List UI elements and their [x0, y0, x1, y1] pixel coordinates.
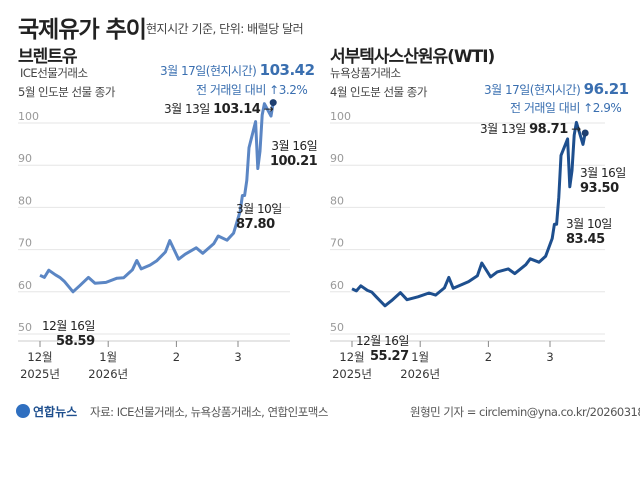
wti-ytick-label: 50 — [330, 321, 344, 334]
wti-title: 서부텍사스산원유(WTI) — [330, 47, 495, 67]
brent-mar13: 3월 13일 103.14 → — [164, 102, 274, 117]
wti-price-line — [351, 120, 587, 308]
wti-ytick-label: 80 — [330, 194, 344, 207]
brent-xtick-label: 2 — [173, 350, 180, 364]
wti-xtick-year: 2025년 — [332, 367, 372, 381]
brent-ytick-label: 70 — [18, 237, 32, 250]
brent-ytick-label: 60 — [18, 279, 32, 292]
brent-ytick-label: 90 — [18, 152, 32, 165]
brent-xtick-year: 2026년 — [88, 367, 128, 381]
brent-xtick-label: 12월 — [27, 350, 52, 364]
brent-xtick-year: 2025년 — [20, 367, 60, 381]
wti-dec16: 12월 16일 55.27 — [356, 334, 409, 364]
wti-ytick-label: 60 — [330, 279, 344, 292]
wti-xtick-year: 2026년 — [400, 367, 440, 381]
brent-exchange: ICE선물거래소 — [20, 66, 88, 80]
brent-change: 전 거래일 대비 ↑3.2% — [196, 83, 308, 97]
brent-xtick-label: 3 — [234, 350, 241, 364]
wti-latest-label: 3월 17일(현지시간) 96.21 — [484, 80, 629, 98]
brent-ytick-label: 100 — [18, 110, 39, 123]
brent-contract: 5월 인도분 선물 종가 — [18, 85, 115, 99]
wti-xtick-label: 1월 — [411, 350, 429, 364]
brent-dec16: 12월 16일 58.59 — [42, 319, 95, 349]
brent-title: 브렌트유 — [18, 47, 78, 67]
brent-price-line — [39, 102, 275, 294]
wti-latest-point — [581, 129, 589, 137]
footer-logo: 연합뉴스 — [33, 405, 78, 419]
wti-mar10: 3월 10일 83.45 — [566, 217, 612, 247]
footer-credit: 원형민 기자 = circlemin@yna.co.kr/20260318 — [410, 405, 640, 419]
wti-contract: 4월 인도분 선물 종가 — [330, 85, 427, 99]
brent-latest-point — [269, 99, 277, 107]
wti-mar13: 3월 13일 98.71 → — [480, 122, 581, 137]
brent-ytick-label: 80 — [18, 194, 32, 207]
wti-ytick-label: 90 — [330, 152, 344, 165]
wti-change: 전 거래일 대비 ↑2.9% — [510, 101, 622, 115]
brent-xtick-label: 1월 — [99, 350, 117, 364]
brent-mar10: 3월 10일 87.80 — [236, 202, 282, 232]
yonhap-logo-icon — [16, 404, 30, 418]
page-title: 국제유가 추이 — [18, 17, 147, 43]
wti-xtick-label: 3 — [546, 350, 553, 364]
wti-ytick-label: 70 — [330, 237, 344, 250]
wti-mar16: 3월 16일 93.50 — [580, 166, 626, 196]
wti-exchange: 뉴욕상품거래소 — [330, 66, 401, 80]
wti-xtick-label: 12월 — [339, 350, 364, 364]
page-subtitle: 현지시간 기준, 단위: 배럴당 달러 — [146, 22, 304, 36]
footer-source: 자료: ICE선물거래소, 뉴욕상품거래소, 연합인포맥스 — [90, 405, 328, 419]
brent-ytick-label: 50 — [18, 321, 32, 334]
wti-ytick-label: 100 — [330, 110, 351, 123]
brent-mar16: 3월 16일 100.21 — [270, 139, 318, 169]
wti-xtick-label: 2 — [485, 350, 492, 364]
brent-latest-label: 3월 17일(현지시간) 103.42 — [160, 61, 315, 79]
